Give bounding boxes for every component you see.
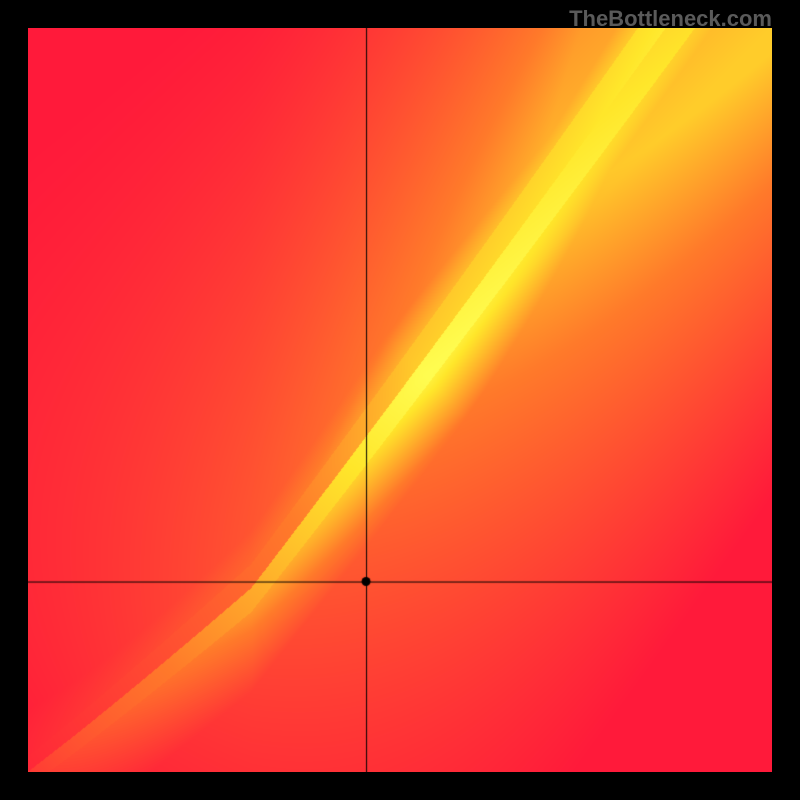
chart-container: TheBottleneck.com: [0, 0, 800, 800]
bottleneck-heatmap: [28, 28, 772, 772]
watermark-text: TheBottleneck.com: [569, 6, 772, 32]
